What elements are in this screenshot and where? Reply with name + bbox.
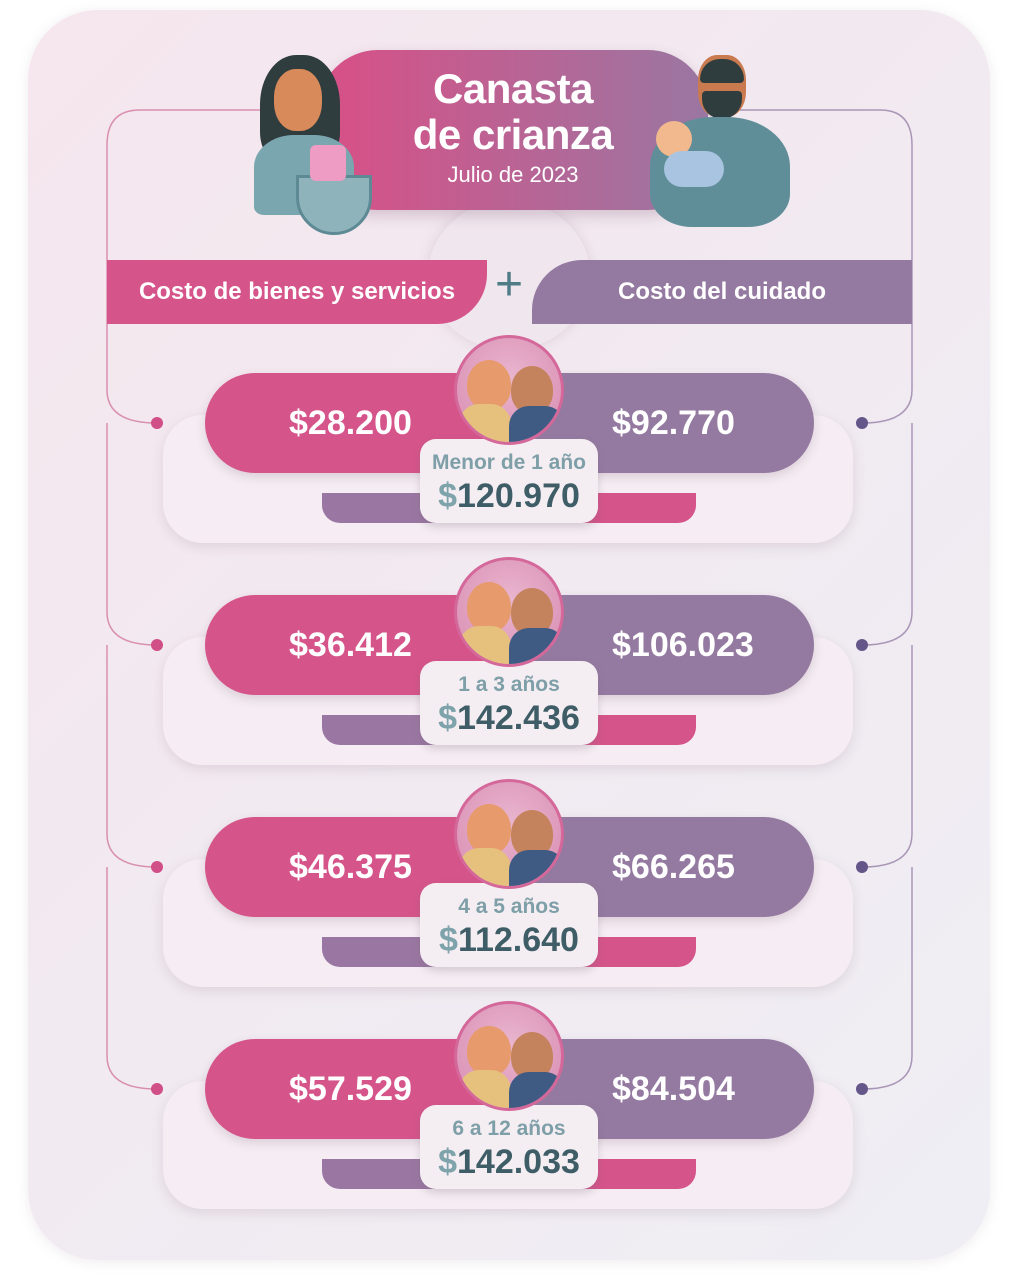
connector-dot-right: [856, 1083, 868, 1095]
total-value: $120.970: [438, 477, 580, 515]
age-label: 6 a 12 años: [452, 1117, 566, 1140]
mother-with-basket-illustration: [240, 55, 380, 235]
connector-left-4: [106, 867, 158, 1090]
connector-right-4: [861, 867, 913, 1090]
connector-right-3: [861, 645, 913, 868]
total-box: 6 a 12 años $142.033: [420, 1105, 598, 1189]
total-box: 1 a 3 años $142.436: [420, 661, 598, 745]
connector-right-1: [700, 109, 913, 424]
connector-right-2: [861, 423, 913, 646]
connector-dot-left: [151, 861, 163, 873]
children-illustration: [454, 1001, 564, 1111]
connector-dot-right: [856, 417, 868, 429]
currency-symbol: $: [438, 1143, 457, 1181]
currency-symbol: $: [439, 921, 458, 959]
total-value: $142.033: [438, 1143, 580, 1181]
age-group-row-2: $36.412 $106.023 1 a 3 años $142.436: [0, 557, 1023, 775]
connector-dot-right: [856, 639, 868, 651]
total-value: $112.640: [439, 921, 579, 959]
column-header-care: Costo del cuidado: [532, 260, 912, 324]
connector-dot-right: [856, 861, 868, 873]
children-illustration: [454, 557, 564, 667]
plus-icon: +: [494, 258, 524, 311]
age-group-row-1: $28.200 $92.770 Menor de 1 año $120.970: [0, 335, 1023, 553]
connector-dot-left: [151, 639, 163, 651]
age-group-row-4: $57.529 $84.504 6 a 12 años $142.033: [0, 1001, 1023, 1219]
children-illustration: [454, 335, 564, 445]
age-group-row-3: $46.375 $66.265 4 a 5 años $112.640: [0, 779, 1023, 997]
total-value: $142.436: [438, 699, 580, 737]
page-subtitle: Julio de 2023: [447, 162, 579, 187]
age-label: 4 a 5 años: [458, 895, 560, 918]
connector-left-3: [106, 645, 158, 868]
connector-left-2: [106, 423, 158, 646]
age-label: Menor de 1 año: [431, 451, 587, 474]
father-with-baby-illustration: [640, 55, 790, 230]
column-header-goods-services: Costo de bienes y servicios: [107, 260, 487, 324]
total-box: 4 a 5 años $112.640: [420, 883, 598, 967]
connector-dot-left: [151, 1083, 163, 1095]
age-label: 1 a 3 años: [458, 673, 560, 696]
currency-symbol: $: [438, 477, 457, 515]
page-title: Canasta de crianza: [412, 65, 614, 158]
title-banner: Canasta de crianza Julio de 2023: [318, 50, 708, 210]
total-box: Menor de 1 año $120.970: [420, 439, 598, 523]
connector-dot-left: [151, 417, 163, 429]
children-illustration: [454, 779, 564, 889]
currency-symbol: $: [438, 699, 457, 737]
